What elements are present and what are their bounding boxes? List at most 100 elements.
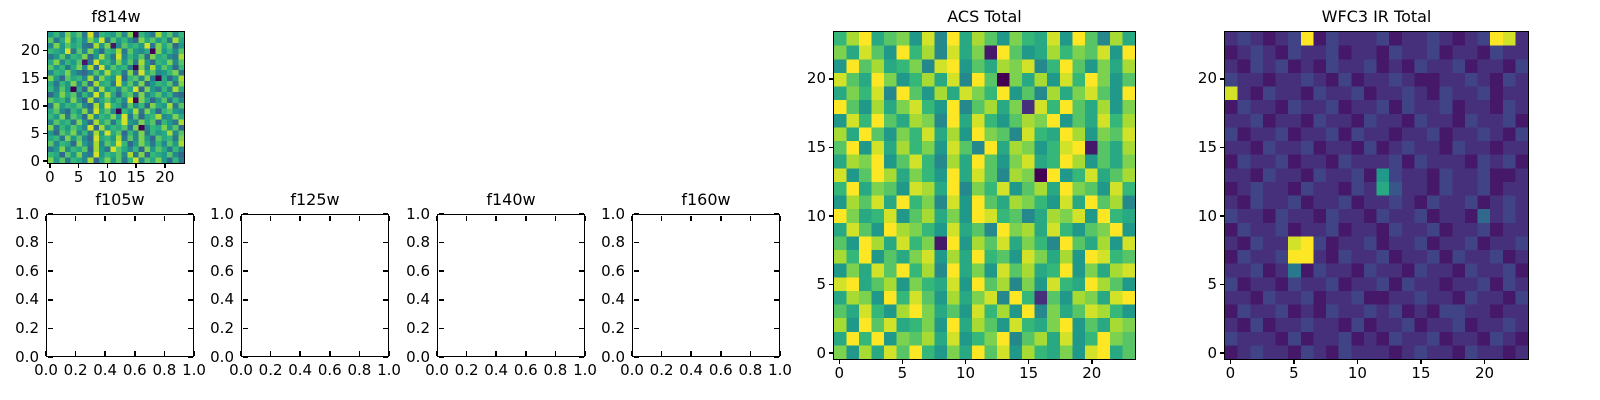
x-tick-mark	[495, 350, 497, 356]
y-tick-label: 0.6	[601, 261, 625, 280]
plot-title-acs-total: ACS Total	[947, 7, 1022, 26]
y-tick-label: 0.2	[210, 318, 234, 337]
x-tick-mark	[329, 215, 331, 221]
y-tick-mark	[773, 213, 779, 215]
y-tick-mark	[829, 146, 833, 149]
x-tick-mark	[660, 350, 663, 356]
y-tick-mark	[438, 241, 444, 244]
x-tick-mark	[163, 350, 166, 356]
y-tick-mark	[1220, 283, 1224, 286]
plot-title-f140w: f140w	[486, 190, 536, 209]
x-tick-mark	[135, 164, 137, 168]
y-tick-mark	[578, 270, 584, 272]
x-tick-label: 10	[97, 168, 117, 186]
x-tick-mark	[631, 215, 633, 221]
x-tick-label: 0.8	[347, 361, 372, 379]
y-tick-mark	[242, 299, 248, 301]
y-tick-label: 15	[806, 138, 826, 157]
y-tick-label: 0.6	[406, 261, 430, 280]
x-tick-mark	[49, 164, 51, 168]
x-tick-mark	[749, 350, 752, 356]
x-tick-mark	[631, 350, 633, 356]
x-tick-label: 5	[1289, 364, 1299, 382]
y-tick-mark	[242, 356, 248, 358]
y-tick-mark	[829, 215, 833, 217]
y-tick-mark	[187, 299, 193, 301]
x-tick-label: 15	[1411, 364, 1431, 382]
y-tick-mark	[382, 213, 388, 215]
y-tick-mark	[773, 327, 779, 330]
x-tick-label: 1.0	[182, 361, 206, 379]
x-tick-mark	[1027, 360, 1030, 364]
x-tick-label: 0.2	[454, 361, 479, 379]
y-tick-mark	[829, 352, 833, 354]
x-tick-mark	[329, 350, 331, 356]
plot-area-wfc3-ir-total	[1224, 31, 1529, 360]
y-tick-mark	[578, 356, 584, 358]
x-tick-mark	[525, 350, 527, 356]
y-tick-label: 0.0	[406, 347, 430, 366]
x-tick-mark	[240, 215, 242, 221]
y-tick-label: 1.0	[601, 204, 625, 223]
y-tick-mark	[47, 299, 53, 301]
x-tick-label: 1.0	[573, 361, 597, 379]
y-tick-label: 0.0	[601, 347, 625, 366]
plot-area-f160w	[632, 214, 780, 357]
y-tick-mark	[773, 241, 779, 244]
x-tick-label: 0	[1225, 364, 1236, 382]
x-tick-mark	[554, 215, 557, 221]
x-tick-label: 0.6	[317, 361, 342, 379]
y-tick-mark	[829, 78, 833, 80]
x-tick-mark	[495, 215, 497, 221]
x-tick-mark	[193, 350, 195, 356]
y-tick-mark	[633, 241, 639, 244]
y-tick-mark	[633, 356, 639, 358]
y-tick-label: 0.4	[15, 290, 39, 309]
x-tick-label: 0	[834, 364, 845, 382]
y-tick-mark	[47, 241, 53, 244]
y-tick-label: 0.2	[15, 318, 39, 337]
heatmap-image-wfc3-ir-total	[1225, 32, 1528, 359]
x-tick-mark	[388, 215, 390, 221]
plot-title-f160w: f160w	[681, 190, 731, 209]
y-tick-mark	[578, 299, 584, 301]
x-tick-mark	[465, 350, 468, 356]
y-tick-label: 10	[806, 206, 826, 225]
y-tick-mark	[578, 213, 584, 215]
y-tick-mark	[242, 270, 248, 272]
y-tick-mark	[633, 327, 639, 330]
y-tick-mark	[1220, 215, 1224, 217]
x-tick-label: 0.4	[679, 361, 704, 379]
y-tick-label: 5	[1207, 275, 1217, 294]
x-tick-label: 0.2	[258, 361, 283, 379]
x-tick-mark	[1229, 360, 1232, 364]
y-tick-label: 0.6	[15, 261, 39, 280]
x-tick-mark	[74, 350, 77, 356]
y-tick-mark	[47, 270, 53, 272]
y-tick-label: 15	[1197, 138, 1217, 157]
y-tick-mark	[829, 283, 833, 286]
x-tick-mark	[525, 215, 527, 221]
plot-area-f140w	[437, 214, 585, 357]
y-tick-label: 1.0	[15, 204, 39, 223]
y-tick-mark	[187, 241, 193, 244]
x-tick-label: 0.8	[152, 361, 177, 379]
y-tick-mark	[382, 356, 388, 358]
y-tick-label: 0.6	[210, 261, 234, 280]
plot-area-f105w	[46, 214, 194, 357]
x-tick-label: 0.8	[543, 361, 568, 379]
y-tick-mark	[438, 213, 444, 215]
x-tick-label: 20	[1082, 364, 1102, 382]
y-tick-label: 0.0	[210, 347, 234, 366]
y-tick-mark	[43, 132, 47, 135]
x-tick-mark	[164, 164, 166, 168]
x-tick-label: 1.0	[768, 361, 792, 379]
plot-title-f125w: f125w	[290, 190, 340, 209]
x-tick-mark	[193, 215, 195, 221]
y-tick-label: 0.8	[210, 233, 234, 252]
y-tick-mark	[43, 105, 47, 107]
x-tick-mark	[1293, 360, 1295, 364]
